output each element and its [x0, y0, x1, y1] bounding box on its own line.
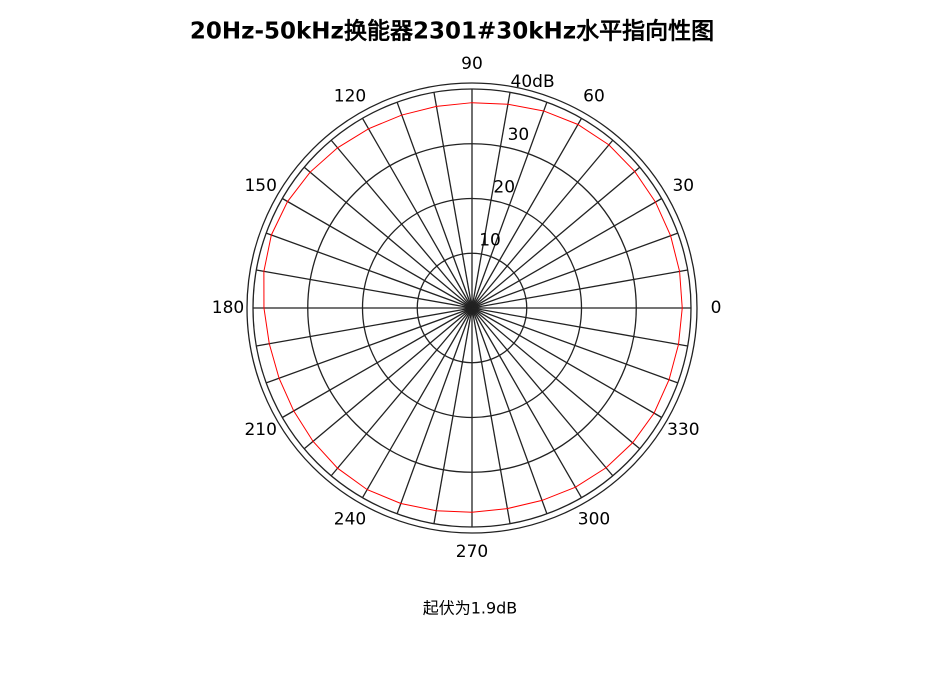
- plot-border: [246, 82, 698, 534]
- theta-tick-label: 180: [212, 298, 244, 318]
- r-tick-label: 20: [493, 178, 515, 198]
- annotation: 起伏为1.9dB: [423, 599, 518, 618]
- theta-tick-label: 60: [583, 87, 605, 107]
- theta-tick-label: 330: [667, 420, 699, 440]
- theta-tick-label: 240: [334, 509, 366, 529]
- theta-tick-label: 210: [244, 420, 276, 440]
- ring-grid-line: [416, 252, 528, 364]
- chart-title: 20Hz-50kHz换能器2301#30kHz水平指向性图: [190, 18, 714, 45]
- theta-tick-label: 120: [334, 87, 366, 107]
- ring-grid-line: [252, 88, 692, 528]
- data-line: [263, 102, 683, 513]
- r-tick-label: 40dB: [511, 72, 555, 92]
- theta-tick-label: 150: [244, 176, 276, 196]
- r-tick-label: 10: [479, 231, 501, 251]
- theta-tick-label: 30: [672, 176, 694, 196]
- ring-grid-line: [307, 143, 637, 473]
- theta-tick-label: 270: [456, 542, 488, 562]
- ring-grid-line: [361, 197, 583, 419]
- theta-tick-label: 0: [711, 298, 722, 318]
- r-tick-label: 30: [508, 125, 530, 145]
- theta-tick-label: 300: [578, 509, 610, 529]
- theta-tick-label: 90: [461, 54, 483, 74]
